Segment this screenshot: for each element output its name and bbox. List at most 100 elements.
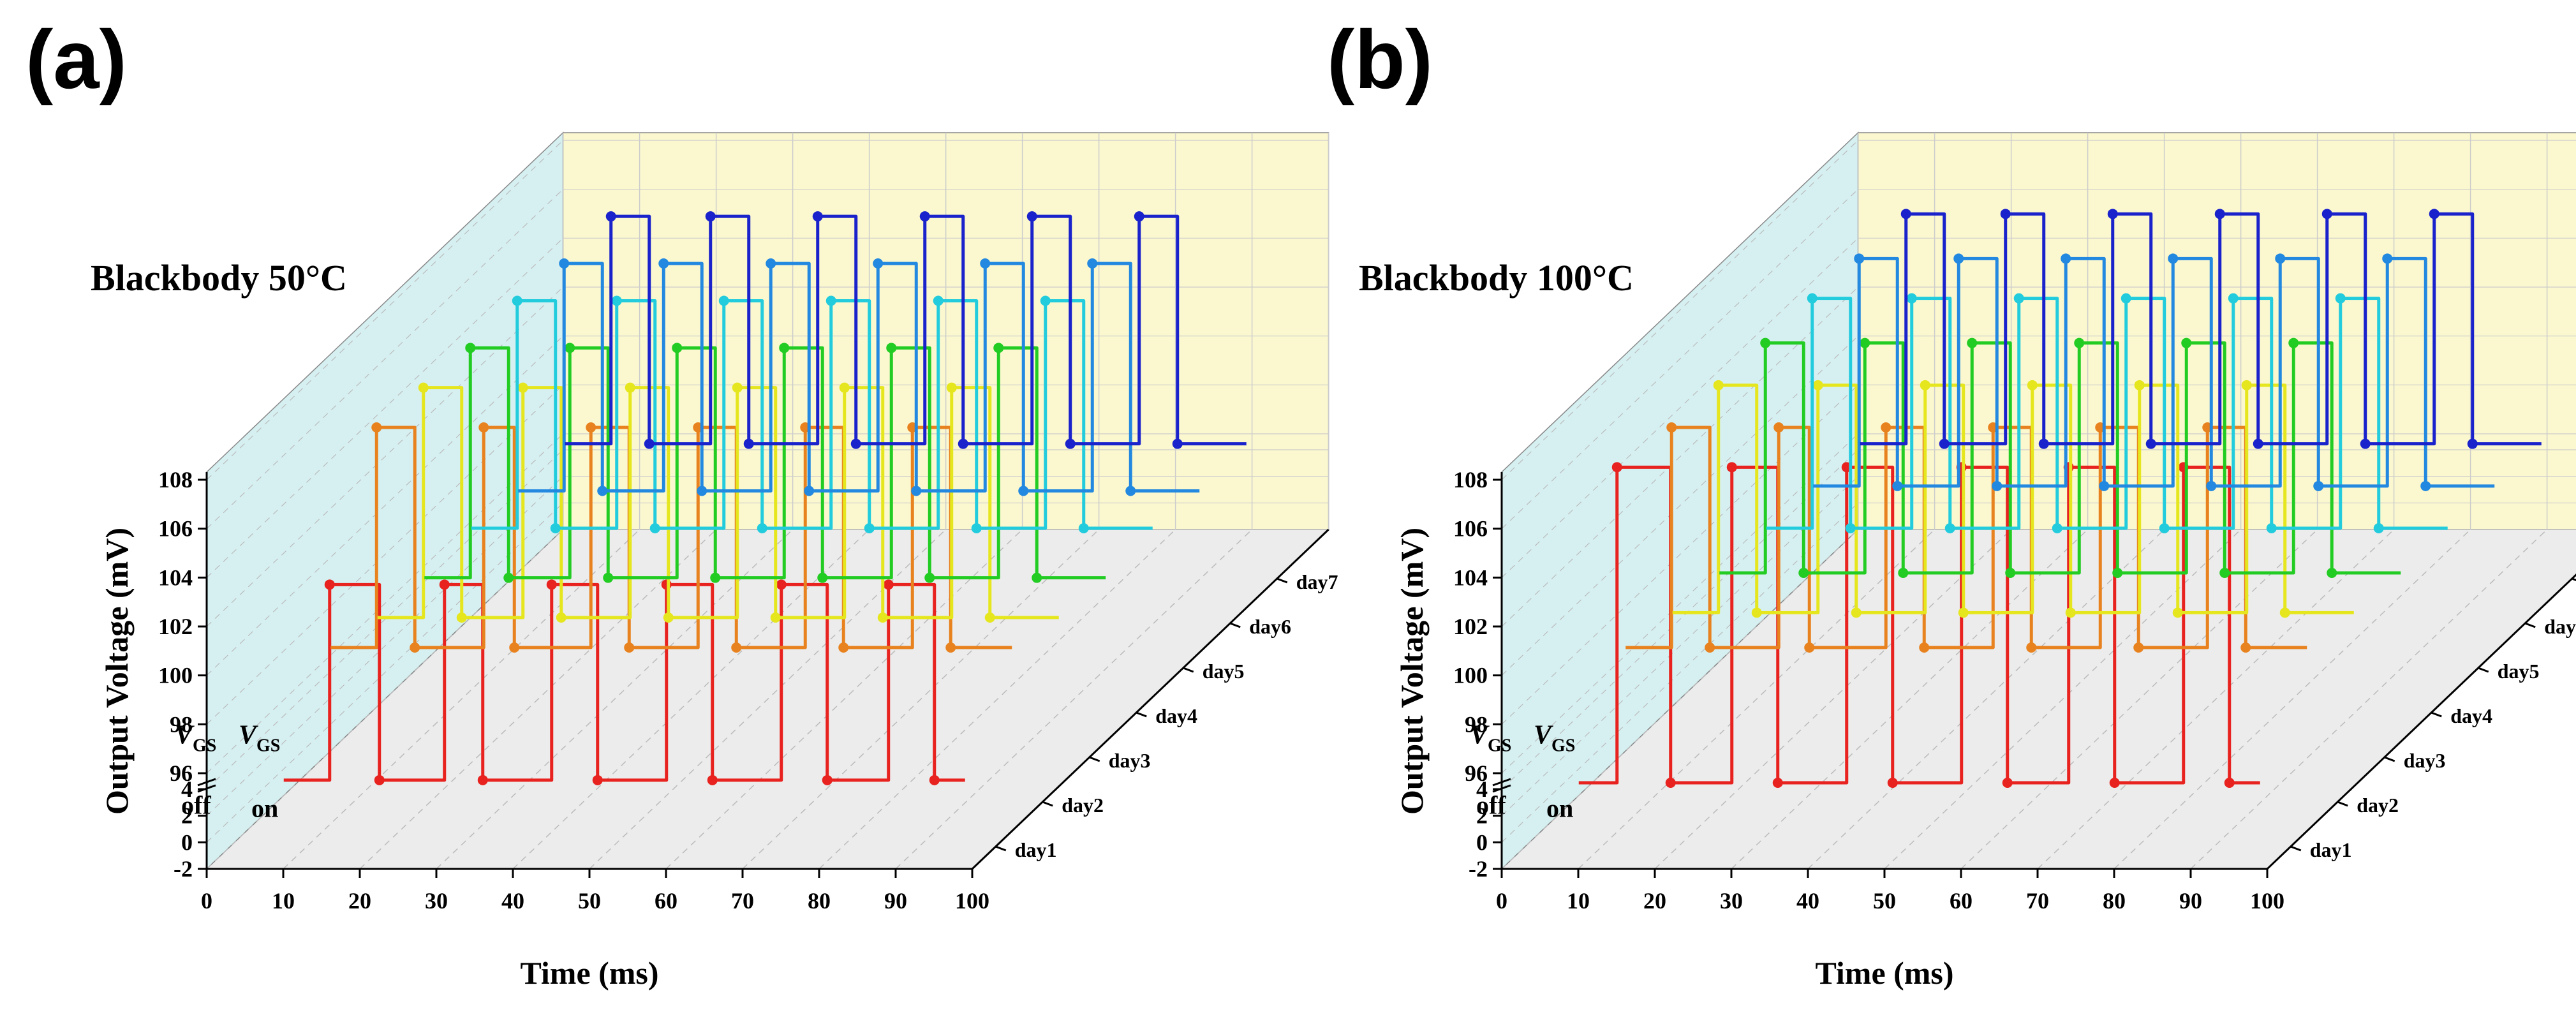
day-tick [995, 845, 1007, 852]
x-tick-label: 10 [1567, 888, 1590, 914]
x-tick-label: 10 [272, 888, 295, 914]
grid-line [1731, 529, 2089, 870]
grid-line [2190, 529, 2548, 870]
grid-line [206, 476, 564, 817]
series-point-day4 [1898, 568, 1909, 578]
series-line-day7 [1860, 212, 2542, 446]
day-tick [2337, 801, 2348, 807]
panel-label: (a) [26, 13, 127, 106]
day-label-day2: day2 [1062, 794, 1104, 817]
series-point-day7 [2000, 209, 2011, 219]
series-point-day7 [2360, 438, 2371, 449]
series-point-day1 [1887, 778, 1898, 788]
x-axis-label: Time (ms) [520, 955, 658, 991]
series-point-day7 [2145, 438, 2156, 449]
x-tick-label: 40 [1796, 888, 1819, 914]
series-point-day2 [371, 422, 382, 433]
series-point-day7 [1900, 209, 1911, 219]
series-point-day6 [873, 258, 884, 269]
grid-line [1501, 189, 1859, 530]
axis-break [197, 778, 216, 793]
day-label-day6: day6 [2544, 615, 2576, 638]
day-label-day4: day4 [2450, 704, 2492, 727]
series-point-day1 [1611, 462, 1622, 473]
series-line-day5 [471, 299, 1153, 530]
series-point-day1 [883, 579, 894, 590]
series-point-day1 [477, 774, 488, 785]
day-label-day7: day7 [1296, 570, 1338, 593]
series-point-day5 [550, 523, 561, 533]
grid-line [206, 449, 564, 790]
series-point-day6 [2275, 253, 2286, 264]
series-point-day4 [1760, 337, 1771, 348]
y-tick-label: 2 [181, 803, 193, 829]
grid-line [1501, 140, 1859, 480]
grid-line [589, 529, 947, 870]
x-tick-label: 90 [884, 888, 907, 914]
series-point-day6 [2061, 253, 2071, 264]
x-tick-label: 90 [2179, 888, 2202, 914]
x-tick-label: 80 [808, 888, 831, 914]
vgs-off-label: off [1476, 790, 1506, 819]
series-point-day3 [2065, 607, 2076, 618]
y-tick-label: -2 [1469, 856, 1488, 882]
grid-line [1884, 529, 2242, 870]
day-tick [1042, 801, 1053, 807]
series-point-day5 [2373, 523, 2384, 533]
grid-line [512, 529, 870, 870]
x-tick-label: 60 [1950, 888, 1973, 914]
series-point-day3 [418, 382, 429, 393]
y-tick-label: 108 [158, 467, 193, 493]
series-point-day2 [731, 642, 742, 653]
vgs-subscript: GS [1488, 736, 1511, 755]
series-point-day3 [1958, 607, 1969, 618]
grid-line [1501, 237, 1859, 578]
y-tick-label: 106 [1453, 516, 1488, 542]
vgs-subscript: GS [1551, 736, 1575, 755]
x-tick-label: 20 [348, 888, 371, 914]
day-tick [2572, 577, 2576, 581]
series-point-day4 [886, 343, 897, 353]
series-point-day6 [1125, 485, 1136, 496]
series-point-day2 [586, 422, 596, 433]
series-point-day5 [1906, 293, 1917, 304]
series-point-day4 [672, 343, 683, 353]
series-point-day1 [776, 579, 787, 590]
series-point-day7 [2321, 209, 2332, 219]
series-point-day7 [958, 438, 968, 449]
series-point-day2 [478, 422, 489, 433]
vgs-symbol: V [175, 720, 195, 750]
vgs-on-label: on [1546, 794, 1573, 822]
series-point-day4 [710, 572, 721, 583]
day-tick [2478, 667, 2489, 673]
series-point-day5 [1040, 295, 1051, 306]
series-point-day5 [864, 523, 875, 533]
day-tick [2524, 622, 2536, 628]
series-point-day1 [2224, 778, 2235, 788]
y-tick-label: 96 [1465, 760, 1488, 786]
series-point-day4 [924, 572, 935, 583]
x-tick-label: 70 [731, 888, 754, 914]
series-point-day5 [1078, 523, 1089, 533]
series-point-day5 [825, 295, 836, 306]
grid-line [1807, 529, 2165, 870]
series-point-day1 [929, 774, 940, 785]
day-label-day5: day5 [1203, 660, 1245, 683]
series-point-day4 [2181, 337, 2192, 348]
grid-line [206, 286, 564, 627]
grid-line [1501, 502, 1859, 843]
series-point-day4 [465, 343, 476, 353]
series-point-day2 [945, 642, 956, 653]
y-tick-label: 102 [158, 614, 193, 639]
series-point-day4 [779, 343, 790, 353]
day-tick [1229, 622, 1241, 628]
y-tick-label: 2 [1476, 803, 1488, 829]
series-point-day1 [1665, 778, 1676, 788]
series-point-day3 [877, 612, 888, 623]
series-point-day1 [661, 579, 672, 590]
series-point-day7 [2038, 438, 2049, 449]
y-tick-label: -2 [174, 856, 193, 882]
x-tick-label: 50 [578, 888, 601, 914]
y-axis-label: Output Voltage (mV) [1394, 528, 1430, 815]
series-line-day4 [1719, 341, 2401, 575]
